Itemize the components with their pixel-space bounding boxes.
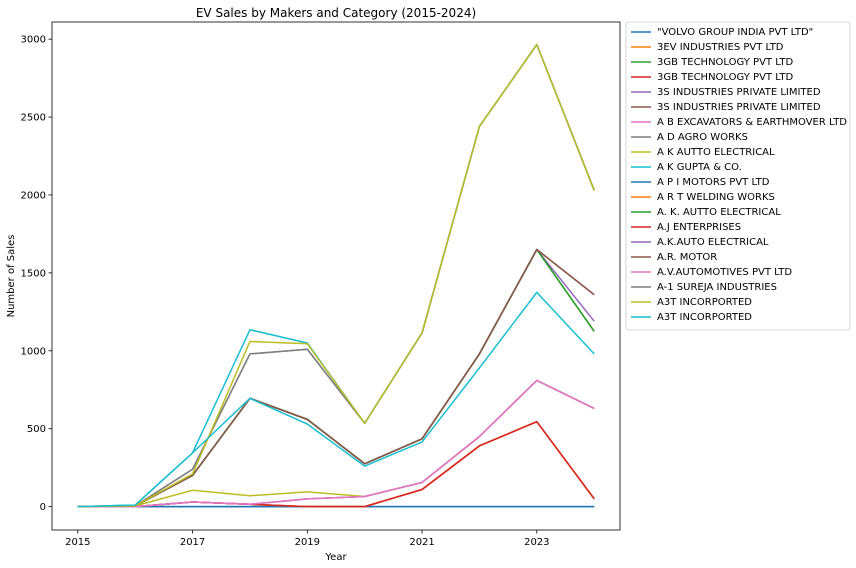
legend-label-7: A D AGRO WORKS [657, 132, 748, 143]
series-line-9 [77, 43, 595, 508]
legend-label-10: A P I MOTORS PVT LTD [657, 177, 770, 188]
legend-label-8: A K AUTTO ELECTRICAL [657, 147, 775, 158]
series-line-7 [77, 43, 595, 508]
legend-label-4: 3S INDUSTRIES PRIVATE LIMITED [657, 87, 821, 98]
legend: "VOLVO GROUP INDIA PVT LTD" 3EV INDUSTRIE… [625, 21, 851, 331]
series-layer [77, 43, 595, 508]
x-axis-label: Year [324, 552, 347, 563]
legend-label-12: A. K. AUTTO ELECTRICAL [657, 207, 781, 218]
y-tick-label: 0 [40, 502, 46, 513]
series-line-19 [77, 291, 595, 508]
x-axis: 2015 2017 2019 2021 2023 [65, 530, 550, 548]
legend-box [625, 21, 851, 331]
legend-label-3: 3GB TECHNOLOGY PVT LTD [657, 72, 794, 83]
y-tick-label: 1000 [21, 346, 46, 357]
chart-title: EV Sales by Makers and Category (2015-20… [196, 6, 476, 20]
legend-label-6: A B EXCAVATORS & EARTHMOVER LTD [657, 117, 847, 128]
legend-label-9: A K GUPTA & CO. [657, 162, 742, 173]
legend-label-2: 3GB TECHNOLOGY PVT LTD [657, 57, 794, 68]
series-line-12 [77, 248, 595, 508]
legend-label-1: 3EV INDUSTRIES PVT LTD [657, 42, 784, 53]
legend-label-17: A-1 SUREJA INDUSTRIES [657, 282, 777, 293]
y-tick-label: 2000 [21, 190, 46, 201]
x-tick-label: 2021 [409, 537, 434, 548]
x-tick-label: 2017 [180, 537, 205, 548]
series-line-18 [77, 43, 595, 508]
series-line-4 [77, 248, 595, 508]
series-line-2 [77, 248, 595, 508]
plot-frame [51, 21, 621, 531]
y-axis-label: Number of Sales [6, 235, 17, 318]
legend-label-13: A.J ENTERPRISES [657, 222, 741, 233]
legend-label-14: A.K.AUTO ELECTRICAL [657, 237, 769, 248]
legend-label-0: "VOLVO GROUP INDIA PVT LTD" [657, 27, 813, 38]
y-tick-label: 500 [27, 424, 46, 435]
y-tick-label: 1500 [21, 268, 46, 279]
legend-label-18: A3T INCORPORTED [657, 297, 752, 308]
series-line-16 [77, 379, 595, 508]
y-tick-label: 2500 [21, 113, 46, 124]
x-tick-label: 2015 [65, 537, 90, 548]
series-line-17 [77, 43, 595, 508]
legend-label-5: 3S INDUSTRIES PRIVATE LIMITED [657, 102, 821, 113]
series-line-15 [77, 248, 595, 508]
series-line-5 [77, 248, 595, 508]
x-tick-label: 2019 [295, 537, 320, 548]
legend-label-11: A R T WELDING WORKS [657, 192, 775, 203]
legend-label-16: A.V.AUTOMOTIVES PVT LTD [657, 267, 792, 278]
legend-label-19: A3T INCORPORTED [657, 312, 752, 323]
legend-label-15: A.R. MOTOR [657, 252, 717, 263]
y-tick-label: 3000 [21, 35, 46, 46]
x-tick-label: 2023 [524, 537, 549, 548]
y-axis: 0 500 1000 1500 2000 2500 3000 [21, 35, 52, 513]
